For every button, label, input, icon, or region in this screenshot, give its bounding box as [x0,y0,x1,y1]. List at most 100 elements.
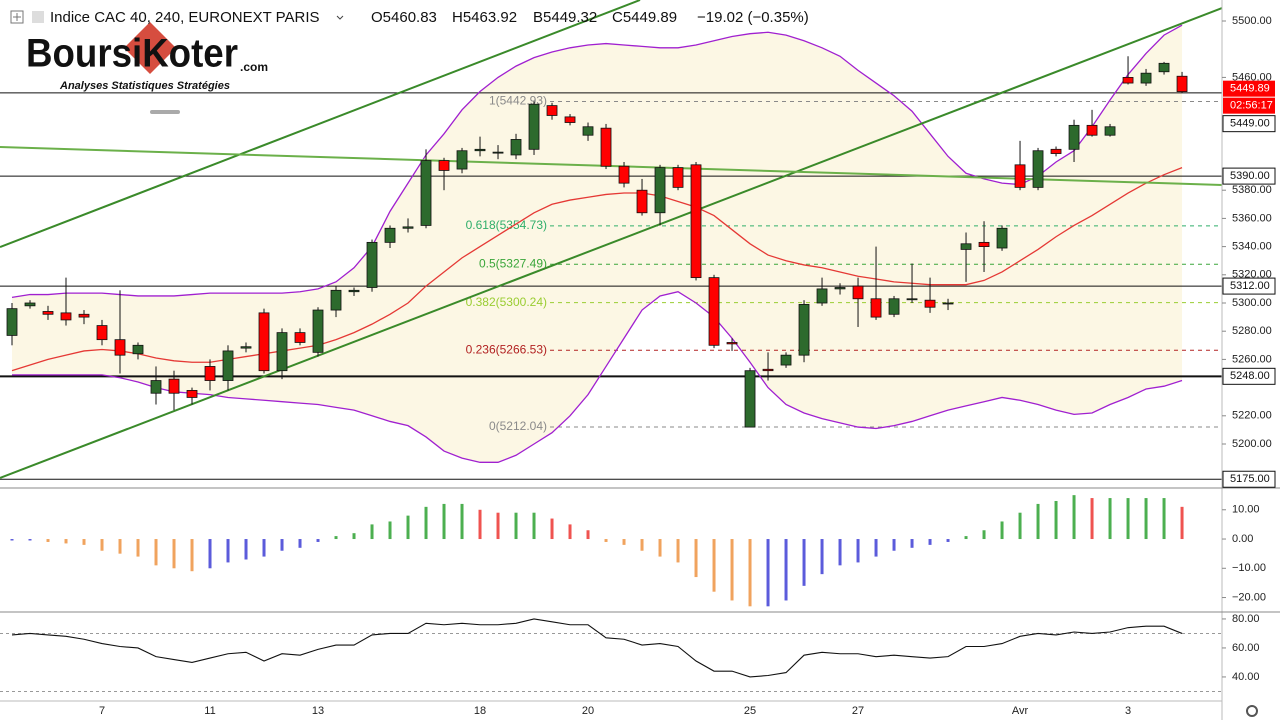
overlay-line [11,24,1183,299]
candle-body [132,344,144,355]
y-tick-label: 5300.00 [1232,297,1272,309]
y-tick-label: 10.00 [1232,504,1260,516]
histogram-bar [838,539,842,566]
histogram-bar [136,539,140,557]
candle-body [654,167,666,214]
logo-domain: .com [240,60,268,74]
candle-body [564,116,576,123]
candle-body [1122,77,1134,84]
ohlc-high: H5463.92 [452,9,517,26]
candle-body [744,370,756,428]
histogram-bar [514,512,518,540]
candle-body [420,160,432,226]
histogram-bar [442,503,446,540]
level-label: 5175.00 [1230,473,1270,485]
y-tick-label: −10.00 [1232,562,1266,574]
y-tick-label: 0.00 [1232,533,1253,545]
candle-body [294,332,306,343]
oscillator-line [11,618,1183,678]
histogram-bar [892,539,896,551]
histogram-bar [784,539,788,601]
histogram-bar [658,539,662,557]
symbol-title[interactable]: Indice CAC 40, 240, EURONEXT PARIS [50,9,320,26]
candle-body [456,150,468,170]
candle-body [924,299,936,308]
candle-body [492,151,504,154]
candle-body [240,346,252,349]
candle-body [78,313,90,318]
level-label: 5449.00 [1230,118,1270,130]
histogram-bar [676,539,680,563]
histogram-bar [1126,498,1130,540]
candle-body [168,378,180,394]
candle-body [600,127,612,167]
x-tick-label: Avr [1012,705,1029,717]
histogram-bar [1054,500,1058,540]
histogram-bar [550,518,554,540]
candle-body [690,164,702,279]
histogram-bar [1018,512,1022,540]
candle-body [330,289,342,311]
histogram-bar [280,539,284,551]
x-tick-label: 25 [744,705,756,717]
y-tick-label: −20.00 [1232,591,1266,603]
histogram-bar [640,539,644,551]
candle-body [1176,75,1188,93]
candle-body [546,105,558,116]
candle-body [348,289,360,293]
candle-body [474,148,486,152]
logo-name: BoursiKoter [26,32,238,76]
x-tick-label: 11 [204,705,215,717]
logo: BoursiKoter .com Analyses Statistiques S… [26,22,268,114]
histogram-bar [712,539,716,592]
candle-body [798,304,810,356]
overlay-line [11,167,1183,372]
x-tick-label: 27 [852,705,864,717]
histogram-bar [118,539,122,554]
y-tick-label: 5380.00 [1232,184,1272,196]
expand-icon[interactable] [10,10,24,24]
countdown-label: 02:56:17 [1230,100,1273,112]
level-box [1222,277,1276,295]
logo-tagline: Analyses Statistiques Stratégies [59,80,230,92]
level-label: 5248.00 [1230,370,1270,382]
candle-body [1068,124,1080,150]
histogram-bar [208,539,212,569]
candle-body [114,339,126,356]
candle-body [942,302,954,305]
candle-body [42,311,54,315]
histogram-bar [352,533,356,540]
symbol-icon[interactable] [32,11,44,23]
histogram-bar [262,539,266,557]
ohlc-close: C5449.89 [612,9,677,26]
candle-body [618,165,630,184]
settings-icon[interactable] [1246,705,1258,717]
dropdown-caret[interactable] [336,15,344,20]
histogram-bar [388,521,392,540]
candle-body [852,285,864,300]
histogram-bar [1162,498,1166,540]
candle-body [276,332,288,372]
candle-body [708,277,720,346]
y-tick-label: 40.00 [1232,671,1260,683]
fib-label: 0.236(5266.53) [466,342,547,356]
candle-body [258,312,270,372]
countdown-box [1223,97,1275,114]
histogram-bar [1000,521,1004,540]
y-tick-label: 5280.00 [1232,325,1272,337]
gear[interactable] [1246,705,1258,717]
histogram-bar [46,539,50,542]
candle-body [96,325,108,341]
candle-body [1014,164,1026,188]
y-tick-label: 5340.00 [1232,241,1272,253]
histogram-bar [172,539,176,569]
candle-body [366,241,378,288]
candle-body [870,298,882,318]
candle-body [780,354,792,366]
candle-body [1158,62,1170,73]
candle-body [726,342,738,345]
candle-body [762,368,774,372]
candle-body [510,139,522,156]
